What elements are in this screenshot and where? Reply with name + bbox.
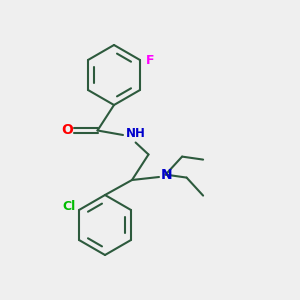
- Text: O: O: [61, 124, 73, 137]
- Text: F: F: [146, 53, 154, 67]
- Text: Cl: Cl: [63, 200, 76, 213]
- Text: N: N: [160, 168, 172, 182]
- Text: NH: NH: [125, 127, 145, 140]
